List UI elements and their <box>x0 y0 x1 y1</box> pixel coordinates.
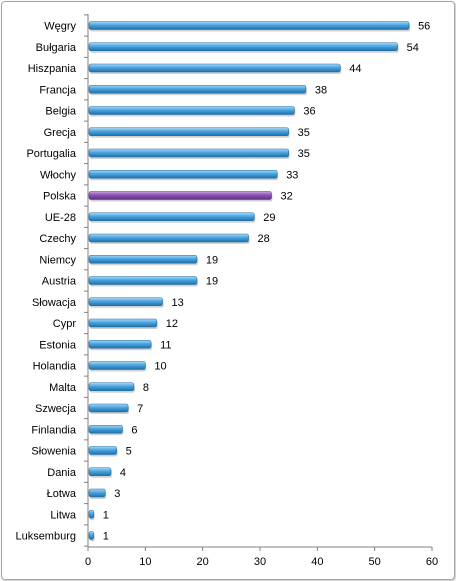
category-label: Belgia <box>45 106 76 118</box>
bar <box>88 169 278 179</box>
bar <box>88 212 255 222</box>
bar <box>88 42 398 52</box>
bar <box>88 509 95 519</box>
bar-highlighted <box>88 191 272 200</box>
value-label: 35 <box>298 148 310 160</box>
category-label: Szwecja <box>35 403 77 415</box>
value-label: 6 <box>131 424 137 436</box>
bar <box>88 488 106 498</box>
bar <box>88 361 146 370</box>
category-label: Cypr <box>53 318 77 330</box>
value-label: 12 <box>166 318 178 330</box>
bar <box>88 106 295 115</box>
x-tick-label: 10 <box>139 556 151 568</box>
bar <box>88 531 95 540</box>
bar <box>88 84 307 94</box>
category-label: Niemcy <box>39 254 76 266</box>
category-label: Portugalia <box>26 148 76 160</box>
bar <box>88 276 198 285</box>
x-tick-label: 60 <box>426 556 438 568</box>
category-label: Czechy <box>39 233 76 245</box>
value-label: 19 <box>206 254 218 266</box>
bars-layer <box>88 21 411 542</box>
value-label: 44 <box>349 63 361 75</box>
category-label: Włochy <box>40 169 77 181</box>
category-label: Finlandia <box>31 424 77 436</box>
x-tick-label: 40 <box>311 556 323 568</box>
bar <box>88 403 129 413</box>
value-label: 56 <box>418 21 430 33</box>
value-label: 32 <box>280 191 292 203</box>
bar <box>88 467 112 477</box>
value-label: 29 <box>263 212 275 224</box>
category-label: Łotwa <box>47 488 77 500</box>
bar <box>88 339 152 349</box>
value-label: 11 <box>160 339 171 351</box>
category-label: Malta <box>49 382 77 394</box>
category-label: Bułgaria <box>36 42 77 54</box>
bar <box>88 446 117 455</box>
category-label: Polska <box>43 191 77 203</box>
value-label: 36 <box>303 106 315 118</box>
category-label: Litwa <box>50 509 77 521</box>
bar <box>88 424 123 434</box>
x-tick-label: 30 <box>254 556 266 568</box>
bar <box>88 297 163 307</box>
bar <box>88 318 158 328</box>
value-label: 5 <box>126 446 132 458</box>
value-label: 3 <box>114 488 120 500</box>
category-label: Estonia <box>39 339 77 351</box>
bar <box>88 233 249 243</box>
bar <box>88 382 135 392</box>
category-label: Węgry <box>44 21 76 33</box>
category-label: UE-28 <box>45 212 76 224</box>
x-tick-label: 0 <box>85 556 91 568</box>
value-label: 7 <box>137 403 143 415</box>
value-label: 19 <box>206 276 218 288</box>
value-label: 4 <box>120 467 126 479</box>
bar <box>88 254 198 264</box>
value-label: 28 <box>258 233 270 245</box>
category-label: Holandia <box>33 361 77 373</box>
category-label: Luksemburg <box>15 531 76 543</box>
value-label: 1 <box>103 531 109 543</box>
value-label: 1 <box>103 509 109 521</box>
value-label: 38 <box>315 84 327 96</box>
value-label: 13 <box>172 297 184 309</box>
category-label: Austria <box>42 276 77 288</box>
value-label: 54 <box>407 42 419 54</box>
value-label: 8 <box>143 382 149 394</box>
category-label: Słowacja <box>32 297 77 309</box>
category-label: Francja <box>39 84 77 96</box>
bar <box>88 148 289 158</box>
category-label: Słowenia <box>31 446 77 458</box>
category-label: Hiszpania <box>28 63 77 75</box>
value-label: 35 <box>298 127 310 139</box>
category-label: Grecja <box>44 127 77 139</box>
bar <box>88 127 289 137</box>
bar <box>88 63 341 73</box>
bar <box>88 21 410 30</box>
x-tick-label: 50 <box>369 556 381 568</box>
x-tick-label: 20 <box>197 556 209 568</box>
value-label: 10 <box>154 361 166 373</box>
category-label: Dania <box>47 467 77 479</box>
axis-layer <box>84 14 433 551</box>
value-label: 33 <box>286 169 298 181</box>
